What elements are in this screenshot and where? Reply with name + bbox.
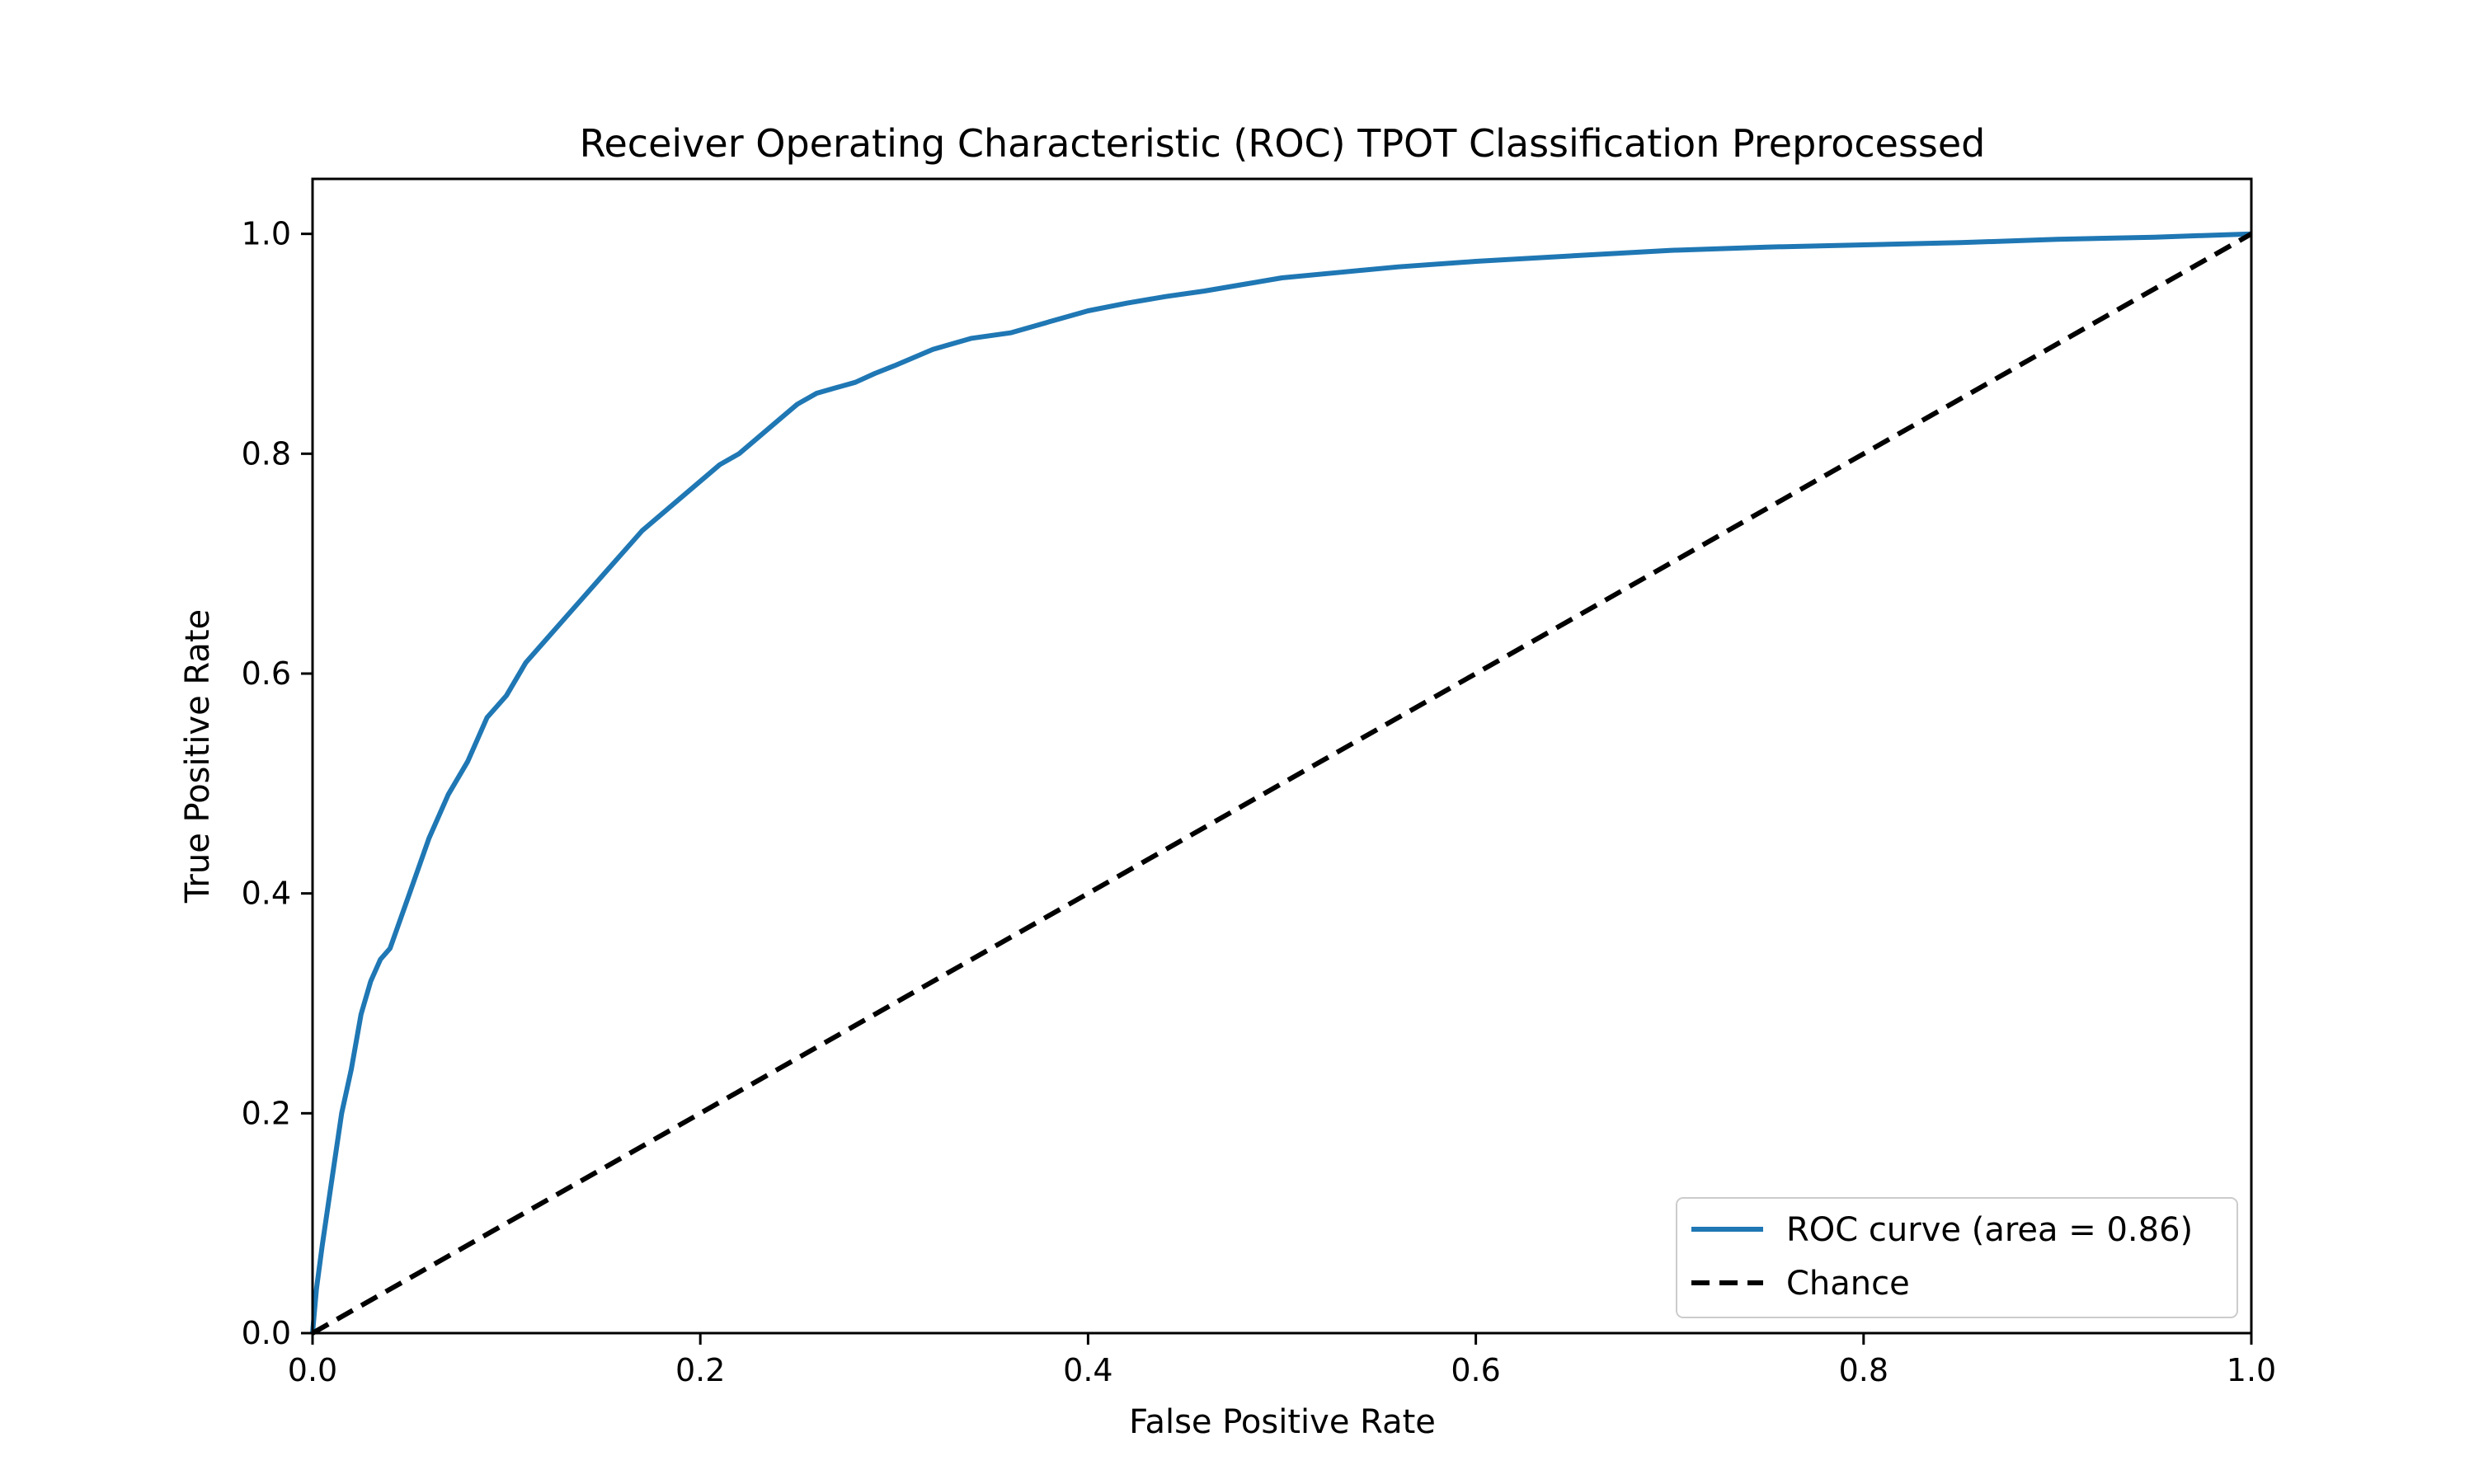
x-tick-label: 0.6 [1451,1352,1500,1388]
y-axis-label: True Positive Rate [179,609,217,904]
series-line-roc-curve [310,231,2252,1334]
y-tick-label: 0.2 [242,1095,291,1131]
x-tick-label: 0.2 [675,1352,725,1388]
series-line-chance [311,232,2253,1336]
plot-frame [311,177,2253,1335]
y-tick-label: 0.0 [242,1315,291,1351]
legend: ROC curve (area = 0.86) Chance [1676,1197,2238,1318]
legend-box [1676,1197,2238,1318]
legend-label: ROC curve (area = 0.86) [1786,1211,2193,1249]
y-tick-label: 0.6 [242,655,291,692]
x-tick-label: 0.8 [1839,1352,1888,1388]
legend-label: Chance [1786,1265,1910,1303]
ticks-layer: 0.0 0.2 0.4 0.6 0.8 1.0 0.0 0.2 0.4 0.6 0.8 1.0 [242,216,2277,1388]
y-tick-label: 1.0 [242,216,291,252]
chart-title: Receiver Operating Characteristic (ROC) … [580,121,1986,166]
x-tick-label: 1.0 [2227,1352,2276,1388]
series-layer [310,231,2253,1336]
x-tick-label: 0.4 [1063,1352,1112,1388]
x-tick-label: 0.0 [288,1352,337,1388]
y-tick-label: 0.8 [242,435,291,472]
y-tick-label: 0.4 [242,876,291,912]
x-axis-label: False Positive Rate [1129,1403,1436,1441]
